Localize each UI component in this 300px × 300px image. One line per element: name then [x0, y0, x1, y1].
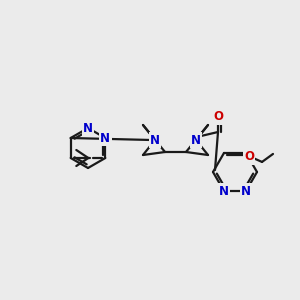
Text: N: N [241, 184, 251, 198]
Text: N: N [191, 134, 201, 146]
Text: N: N [100, 131, 110, 145]
Text: O: O [213, 110, 223, 124]
Text: N: N [219, 184, 229, 198]
Text: O: O [244, 150, 254, 164]
Text: N: N [150, 134, 160, 146]
Text: N: N [83, 122, 93, 134]
